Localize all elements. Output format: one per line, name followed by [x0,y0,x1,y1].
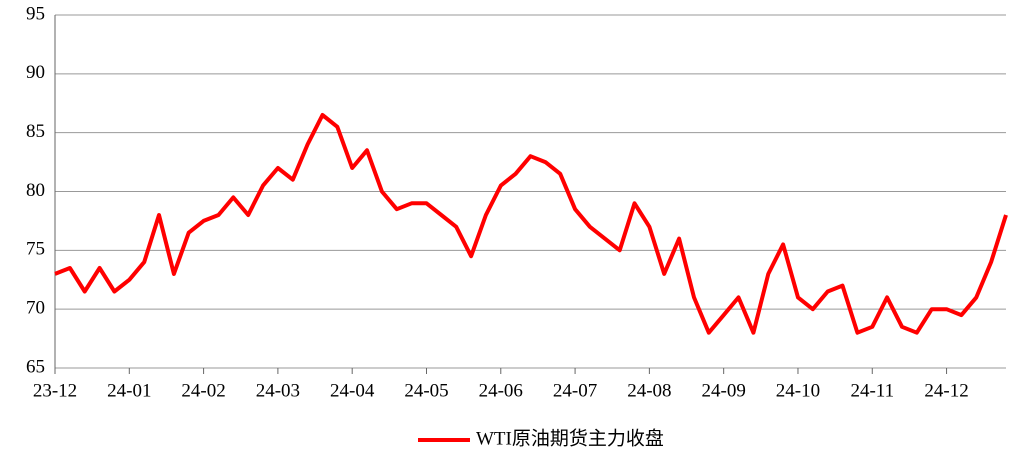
x-tick-label: 24-09 [702,380,746,401]
x-tick-label: 24-11 [850,380,894,401]
y-tick-label: 70 [26,298,45,319]
x-tick-label: 24-03 [256,380,300,401]
x-tick-label: 24-05 [404,380,448,401]
y-tick-label: 95 [26,3,45,24]
y-tick-label: 65 [26,356,45,377]
legend-label: WTI原油期货主力收盘 [476,427,664,449]
y-tick-label: 90 [26,62,45,83]
y-tick-label: 85 [26,121,45,142]
x-tick-label: 23-12 [33,380,77,401]
y-tick-label: 80 [26,180,45,201]
y-tick-label: 75 [26,239,45,260]
x-tick-label: 24-10 [776,380,820,401]
x-tick-label: 24-02 [181,380,225,401]
line-series [54,113,1008,335]
x-tick-label: 24-08 [627,380,671,401]
x-tick-label: 24-06 [479,380,523,401]
x-tick-label: 24-04 [330,380,375,401]
x-tick-label: 24-07 [553,380,597,401]
x-tick-label: 24-01 [107,380,151,401]
x-tick-label: 24-12 [924,380,968,401]
